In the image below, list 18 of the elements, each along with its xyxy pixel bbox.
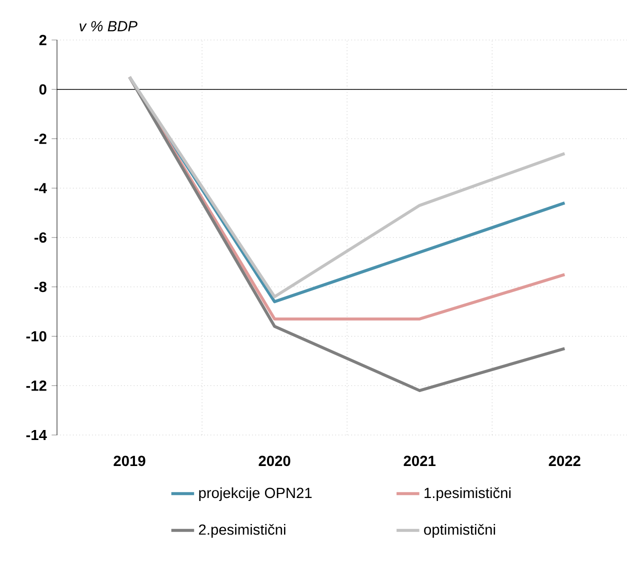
x-tick-label: 2019 [114, 456, 146, 466]
legend-label: 1.pesimistični [424, 487, 511, 502]
y-tick-label: -10 [26, 331, 46, 342]
legend-label: projekcije OPN21 [199, 487, 312, 501]
y-tick-label: -12 [26, 380, 46, 391]
y-tick-label: -8 [34, 282, 46, 292]
legend-label: 2.pesimistični [198, 524, 286, 538]
y-tick-label: 2 [39, 34, 46, 46]
y-tick-label: -6 [34, 232, 46, 243]
y-tick-label: -2 [34, 134, 46, 144]
y-tick-label: -14 [26, 430, 47, 440]
legend-label: optimistični [424, 524, 496, 538]
x-tick-label: 2022 [548, 456, 580, 466]
x-tick-label: 2021 [404, 456, 436, 466]
y-tick-label: -4 [34, 183, 47, 194]
y-tick-label: 0 [39, 84, 46, 95]
x-tick-label: 2020 [258, 456, 290, 466]
y-axis-title: v % BDP [80, 21, 138, 32]
